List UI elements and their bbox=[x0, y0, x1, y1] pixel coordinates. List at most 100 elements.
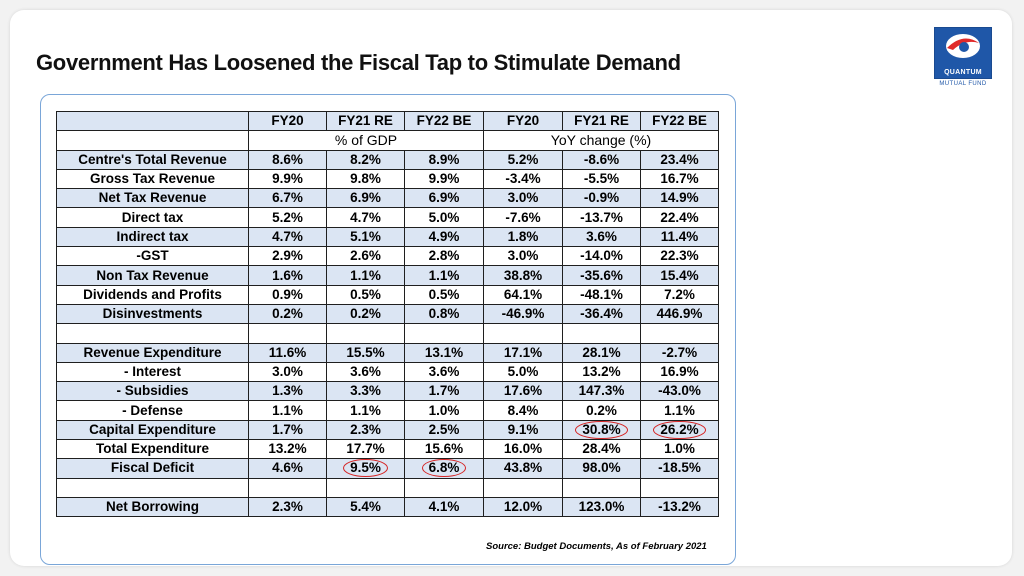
table-row: Capital Expenditure 1.7% 2.3% 2.5% 9.1% 30.8%… bbox=[56, 419, 719, 441]
table-cell: 28.1% bbox=[562, 342, 641, 363]
table-cell: 3.0% bbox=[483, 246, 563, 267]
table-cell: 11.4% bbox=[640, 226, 719, 248]
table-cell: 0.5% bbox=[326, 284, 405, 305]
table-cell: 1.7% bbox=[248, 419, 327, 441]
column-header: FY21 RE bbox=[562, 110, 641, 132]
row-label: Net Tax Revenue bbox=[56, 188, 249, 209]
row-label: Disinvestments bbox=[56, 303, 249, 325]
table-cell: 0.2% bbox=[248, 303, 327, 325]
table-cell: 8.4% bbox=[483, 400, 563, 421]
logo-subtitle: MUTUAL FUND bbox=[939, 81, 987, 87]
table-cell: -43.0% bbox=[640, 381, 719, 402]
table-cell: 30.8% bbox=[562, 419, 641, 441]
table-row: Net Tax Revenue 6.7% 6.9% 6.9% 3.0% -0.9% 14.9… bbox=[56, 188, 719, 209]
table-cell: 6.9% bbox=[404, 188, 484, 209]
table-cell bbox=[326, 323, 405, 344]
table-cell: 5.2% bbox=[248, 207, 327, 228]
table-cell: 2.3% bbox=[248, 496, 327, 518]
highlight-circle: 30.8% bbox=[575, 420, 628, 439]
header-row: FY20 FY21 RE FY22 BE FY20 FY21 RE FY22 BE bbox=[56, 110, 719, 132]
row-label: - Subsidies bbox=[56, 381, 249, 402]
table-cell bbox=[640, 477, 719, 498]
table-cell: 15.4% bbox=[640, 265, 719, 286]
table-cell: -36.4% bbox=[562, 303, 641, 325]
table-row: Centre's Total Revenue 8.6% 8.2% 8.9% 5.2% -8… bbox=[56, 149, 719, 170]
table-row: Fiscal Deficit 4.6% 9.5% 6.8% 43.8% 98.0% -18.… bbox=[56, 458, 719, 479]
table-cell: 446.9% bbox=[640, 303, 719, 325]
table-cell: 5.1% bbox=[326, 226, 405, 248]
row-label: Centre's Total Revenue bbox=[56, 149, 249, 170]
row-label: Fiscal Deficit bbox=[56, 458, 249, 479]
spacer-row bbox=[56, 323, 719, 344]
table-row: Disinvestments 0.2% 0.2% 0.8% -46.9% -36.4% 44… bbox=[56, 303, 719, 325]
table-cell: 1.1% bbox=[404, 265, 484, 286]
unit-row-label bbox=[56, 130, 249, 151]
table-cell: 2.6% bbox=[326, 246, 405, 267]
page-title: Government Has Loosened the Fiscal Tap t… bbox=[36, 50, 681, 75]
table-cell: 43.8% bbox=[483, 458, 563, 479]
table-cell: 16.0% bbox=[483, 439, 563, 460]
table-cell: 0.8% bbox=[404, 303, 484, 325]
column-header: FY22 BE bbox=[640, 110, 719, 132]
quantum-logo: QUANTUM MUTUAL FUND bbox=[932, 27, 994, 89]
column-header: FY22 BE bbox=[404, 110, 484, 132]
table-cell: 1.8% bbox=[483, 226, 563, 248]
table-cell: -13.7% bbox=[562, 207, 641, 228]
column-header: FY20 bbox=[483, 110, 563, 132]
table-cell: 12.0% bbox=[483, 496, 563, 518]
column-header: FY20 bbox=[248, 110, 327, 132]
source-note: Source: Budget Documents, As of February… bbox=[486, 541, 707, 552]
table-cell: 13.2% bbox=[248, 439, 327, 460]
table-row: - Interest 3.0% 3.6% 3.6% 5.0% 13.2% 16.9% bbox=[56, 361, 719, 383]
table-cell: -13.2% bbox=[640, 496, 719, 518]
table-cell: 9.9% bbox=[248, 168, 327, 190]
table-row: Gross Tax Revenue 9.9% 9.8% 9.9% -3.4% -5.5% 1… bbox=[56, 168, 719, 190]
table-cell: 6.7% bbox=[248, 188, 327, 209]
table-cell: -46.9% bbox=[483, 303, 563, 325]
table-cell: 9.5% bbox=[326, 458, 405, 479]
table-row: Net Borrowing 2.3% 5.4% 4.1% 12.0% 123.0% -13.… bbox=[56, 496, 719, 518]
table-cell: -3.4% bbox=[483, 168, 563, 190]
row-label: Total Expenditure bbox=[56, 439, 249, 460]
row-label: Net Borrowing bbox=[56, 496, 249, 518]
table-cell: -2.7% bbox=[640, 342, 719, 363]
table-cell: 15.5% bbox=[326, 342, 405, 363]
table-row: - Subsidies 1.3% 3.3% 1.7% 17.6% 147.3% -43.0% bbox=[56, 381, 719, 402]
row-label: - Defense bbox=[56, 400, 249, 421]
table-cell: 5.4% bbox=[326, 496, 405, 518]
table-row: Indirect tax 4.7% 5.1% 4.9% 1.8% 3.6% 11.4% bbox=[56, 226, 719, 248]
table-cell: 1.1% bbox=[326, 265, 405, 286]
table-cell: 64.1% bbox=[483, 284, 563, 305]
table-cell: -7.6% bbox=[483, 207, 563, 228]
table-cell: 147.3% bbox=[562, 381, 641, 402]
table-cell: -48.1% bbox=[562, 284, 641, 305]
table-cell: 17.6% bbox=[483, 381, 563, 402]
table-cell: 8.6% bbox=[248, 149, 327, 170]
table-cell: 38.8% bbox=[483, 265, 563, 286]
table-cell: 0.9% bbox=[248, 284, 327, 305]
highlight-circle: 6.8% bbox=[421, 459, 467, 478]
table-cell: 0.5% bbox=[404, 284, 484, 305]
table-cell: 6.8% bbox=[404, 458, 484, 479]
table-row: Revenue Expenditure 11.6% 15.5% 13.1% 17.1% 2… bbox=[56, 342, 719, 363]
unit-yoy: YoY change (%) bbox=[483, 130, 719, 151]
table-cell: 3.3% bbox=[326, 381, 405, 402]
table-cell: 3.6% bbox=[326, 361, 405, 383]
table-cell bbox=[404, 323, 484, 344]
table-cell bbox=[562, 477, 641, 498]
table-row: - Defense 1.1% 1.1% 1.0% 8.4% 0.2% 1.1% bbox=[56, 400, 719, 421]
table-cell: 9.8% bbox=[326, 168, 405, 190]
table-cell bbox=[483, 323, 563, 344]
table-row: Total Expenditure 13.2% 17.7% 15.6% 16.0% 28.… bbox=[56, 439, 719, 460]
row-label: Capital Expenditure bbox=[56, 419, 249, 441]
table-cell: 98.0% bbox=[562, 458, 641, 479]
highlight-circle: 9.5% bbox=[343, 459, 388, 478]
table-cell: -8.6% bbox=[562, 149, 641, 170]
table-row: Dividends and Profits 0.9% 0.5% 0.5% 64.1% -4… bbox=[56, 284, 719, 305]
table-cell: 4.7% bbox=[248, 226, 327, 248]
table-cell: -35.6% bbox=[562, 265, 641, 286]
table-cell: -0.9% bbox=[562, 188, 641, 209]
table-cell: 8.9% bbox=[404, 149, 484, 170]
table-cell: -14.0% bbox=[562, 246, 641, 267]
table-cell: 3.0% bbox=[248, 361, 327, 383]
